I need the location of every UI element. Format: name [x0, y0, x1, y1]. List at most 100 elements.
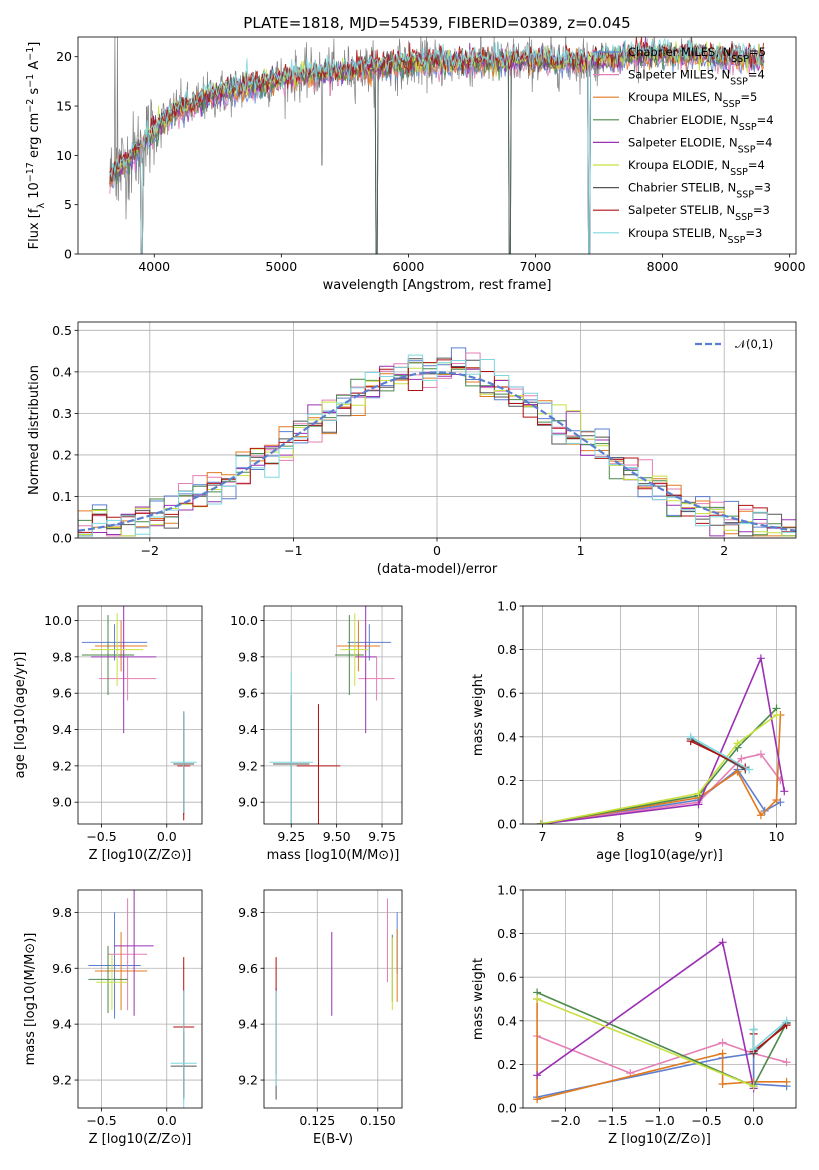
x-tick-label: 7000: [520, 259, 552, 274]
weight-marker-kroupa-stelib: [749, 1025, 758, 1034]
x-tick-label: −1.0: [644, 1113, 674, 1128]
y-tick-label: 10.0: [230, 613, 258, 628]
y-tick-label: 9.6: [52, 686, 72, 701]
normal-curve: [78, 371, 796, 532]
y-tick-label: 9.2: [238, 758, 258, 773]
plot-frame: [263, 605, 403, 825]
weight-marker-salpeter-miles: [718, 1038, 727, 1047]
x-tick-label: 5000: [265, 259, 297, 274]
legend-entry-salpeter-stelib: Salpeter STELIB, NSSP=3: [628, 203, 770, 223]
y-tick-label: 9.4: [52, 1017, 72, 1032]
weight-line-kroupa-elodie: [540, 714, 777, 824]
age-vs-Z-panel: −0.5 0.0 9.0 9.2 9.4 9.6 9.8 10.0 Z [log10(Z/Z⊙)…: [13, 605, 203, 863]
legend-entry-salpeter-miles: Salpeter MILES, NSSP=4: [628, 68, 765, 88]
x-tick-label: 9000: [774, 259, 806, 274]
plot-frame: [77, 605, 203, 825]
x-tick-label: −0.5: [691, 1113, 721, 1128]
figure-title: PLATE=1818, MJD=54539, FIBERID=0389, z=0…: [243, 14, 630, 32]
y-tick-label: 5: [64, 197, 72, 212]
x-tick-label: −2: [141, 543, 159, 558]
x-tick-label: −2.0: [550, 1113, 580, 1128]
weight-line-kroupa-elodie: [536, 998, 754, 1087]
x-tick-label: 1: [577, 543, 585, 558]
x-axis-label: Z [log10(Z/Z⊙)]: [89, 848, 192, 863]
y-tick-label: 9.8: [52, 649, 72, 664]
y-tick-label: 0.4: [497, 1013, 517, 1028]
y-axis-label: Normed distribution: [27, 365, 42, 495]
x-tick-label: −0.5: [86, 829, 116, 844]
y-tick-label: 9.0: [52, 795, 72, 810]
legend-entry-kroupa-stelib: Kroupa STELIB, NSSP=3: [628, 226, 762, 246]
y-tick-label: 9.6: [238, 686, 258, 701]
x-tick-label: 9.25: [277, 829, 305, 844]
x-axis-label: Z [log10(Z/Z⊙)]: [608, 1132, 711, 1147]
y-axis-label: mass weight: [471, 958, 486, 1040]
y-tick-label: 9.8: [238, 649, 258, 664]
legend-entry-salpeter-elodie: Salpeter ELODIE, NSSP=4: [628, 135, 772, 155]
weight-line-chabrier-elodie: [540, 707, 778, 824]
y-axis-label: Flux [fλ 10−17 erg cm−2 s−1 A−1]: [25, 42, 47, 250]
y-tick-label: 0.4: [497, 729, 517, 744]
x-tick-label: 0.0: [157, 829, 177, 844]
x-tick-label: 2: [720, 543, 728, 558]
y-tick-label: 15: [56, 99, 72, 114]
weight-marker-kroupa-elodie: [772, 711, 781, 719]
plot-frame: [263, 889, 403, 1109]
y-tick-label: 9.8: [238, 905, 258, 920]
legend-entry-kroupa-miles: Kroupa MILES, NSSP=5: [628, 90, 757, 110]
histogram-kroupa-stelib: [78, 354, 796, 537]
x-tick-label: −1.5: [597, 1113, 627, 1128]
spectrum-panel: 4000 5000 6000 7000 8000 9000 0 5 10 15 20 waveleng…: [25, 36, 806, 293]
x-axis-label: wavelength [Angstrom, rest frame]: [323, 278, 552, 293]
x-tick-label: 8000: [647, 259, 679, 274]
y-tick-label: 1.0: [497, 883, 517, 898]
y-tick-label: 0.2: [52, 447, 72, 462]
x-axis-label: (data-model)/error: [377, 562, 498, 577]
weight-vs-Z-panel: −2.0 −1.5 −1.0 −0.5 0.0 0.0 0.2 0.4 0.6 0.8 1.0 Z […: [471, 883, 797, 1147]
weight-marker-kroupa-stelib: [749, 1045, 758, 1054]
y-tick-label: 9.4: [238, 722, 258, 737]
x-tick-label: 8: [617, 829, 625, 844]
y-tick-label: 9.4: [238, 1017, 258, 1032]
weight-vs-age-panel: 7 8 9 10 0.0 0.2 0.4 0.6 0.8 1.0 age [log10(age/yr…: [471, 599, 797, 863]
x-tick-label: 7: [539, 829, 547, 844]
y-tick-label: 0: [64, 247, 72, 262]
x-tick-label: 0: [433, 543, 441, 558]
weight-marker-kroupa-elodie: [694, 789, 703, 798]
histogram-panel: −2 −1 0 1 2 0.0 0.1 0.2 0.3 0.4 0.5 (data-model)/er…: [27, 321, 797, 577]
x-tick-label: 0.150: [360, 1113, 396, 1128]
y-tick-label: 0.8: [497, 926, 517, 941]
y-axis-label: mass weight: [471, 674, 486, 756]
weight-marker-salpeter-elodie: [533, 1071, 542, 1080]
weight-marker-kroupa-miles: [718, 1049, 727, 1058]
y-tick-label: 9.6: [238, 961, 258, 976]
x-tick-label: 9.75: [368, 829, 396, 844]
x-tick-label: 0.125: [299, 1113, 335, 1128]
y-tick-label: 9.2: [52, 758, 72, 773]
x-tick-label: −0.5: [86, 1113, 116, 1128]
weight-marker-salpeter-miles: [782, 1058, 791, 1067]
weight-marker-kroupa-miles: [533, 1095, 542, 1104]
y-axis-label: age [log10(age/yr)]: [13, 652, 28, 779]
y-tick-label: 10: [56, 148, 72, 163]
x-tick-label: 0.0: [744, 1113, 764, 1128]
y-tick-label: 0.3: [52, 406, 72, 421]
x-tick-label: 9.50: [323, 829, 351, 844]
y-tick-label: 10.0: [44, 613, 72, 628]
x-tick-label: −1: [284, 543, 302, 558]
weight-marker-salpeter-elodie: [718, 938, 727, 947]
x-tick-label: 9: [695, 829, 703, 844]
y-tick-label: 0.1: [52, 489, 72, 504]
spectrum-legend: Chabrier MILES, NSSP=5 Salpeter MILES, NS…: [593, 45, 774, 245]
weight-marker-salpeter-elodie: [780, 787, 789, 796]
x-axis-label: mass [log10(M/M⊙)]: [267, 848, 400, 863]
weight-line-kroupa-miles: [540, 714, 782, 824]
x-tick-label: 10: [769, 829, 785, 844]
weight-marker-kroupa-miles: [733, 767, 742, 776]
x-axis-label: Z [log10(Z/Z⊙)]: [89, 1132, 192, 1147]
plot-frame: [77, 321, 797, 539]
y-tick-label: 0.0: [497, 817, 517, 832]
weight-marker-kroupa-elodie: [536, 820, 545, 824]
weight-marker-kroupa-stelib: [745, 765, 754, 774]
